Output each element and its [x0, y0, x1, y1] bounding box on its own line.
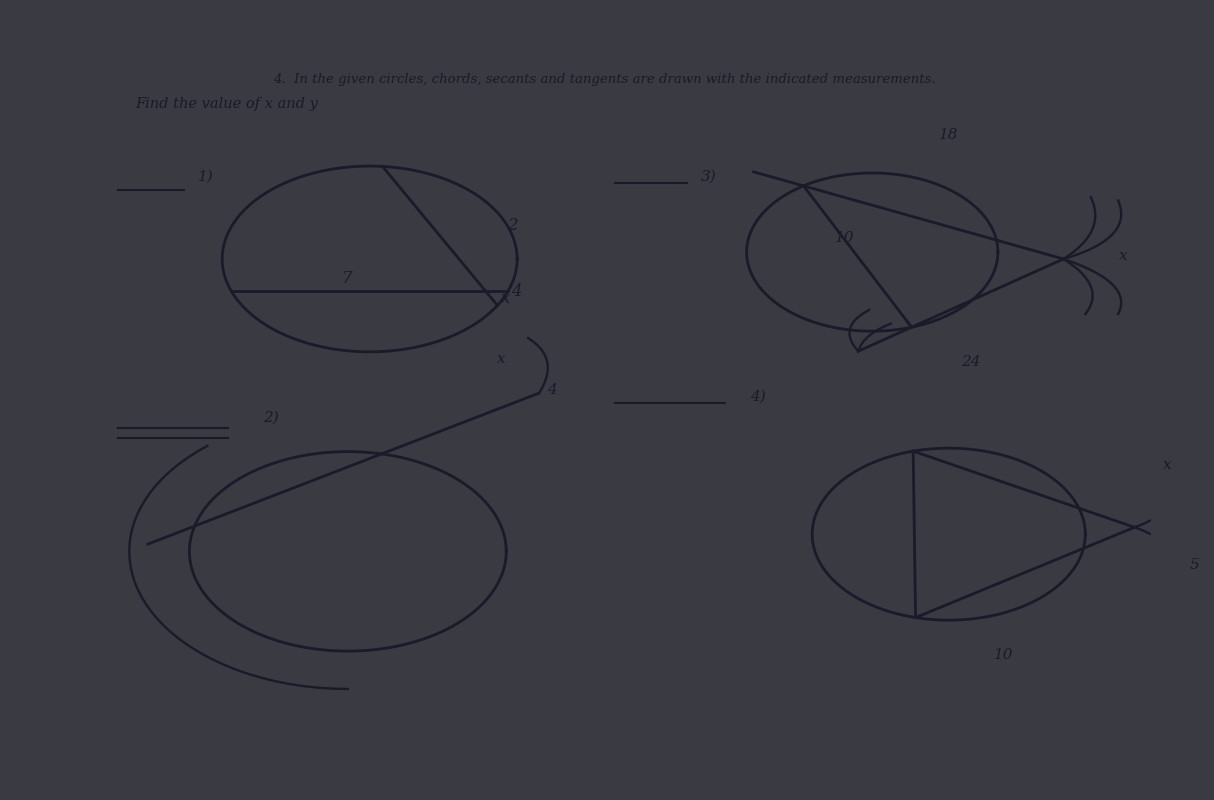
Text: 1): 1) — [198, 170, 214, 183]
Text: x: x — [1119, 249, 1128, 262]
Text: 4: 4 — [511, 282, 521, 300]
Text: 4.  In the given circles, chords, secants and tangents are drawn with the indica: 4. In the given circles, chords, secants… — [273, 74, 936, 86]
Text: 4): 4) — [750, 390, 765, 403]
Text: 2: 2 — [507, 217, 518, 234]
Text: 10: 10 — [835, 231, 855, 246]
Text: x: x — [501, 290, 510, 307]
Text: 2): 2) — [263, 410, 279, 424]
Text: 3): 3) — [700, 170, 716, 183]
Text: 7: 7 — [342, 270, 352, 287]
Text: 4: 4 — [548, 382, 557, 397]
Text: x: x — [497, 352, 505, 366]
Text: 24: 24 — [960, 355, 981, 369]
Text: 18: 18 — [938, 128, 959, 142]
Text: 10: 10 — [993, 647, 1014, 662]
Text: 5: 5 — [1190, 558, 1199, 572]
Text: x: x — [1163, 458, 1172, 472]
Text: Find the value of x and y: Find the value of x and y — [135, 98, 318, 111]
